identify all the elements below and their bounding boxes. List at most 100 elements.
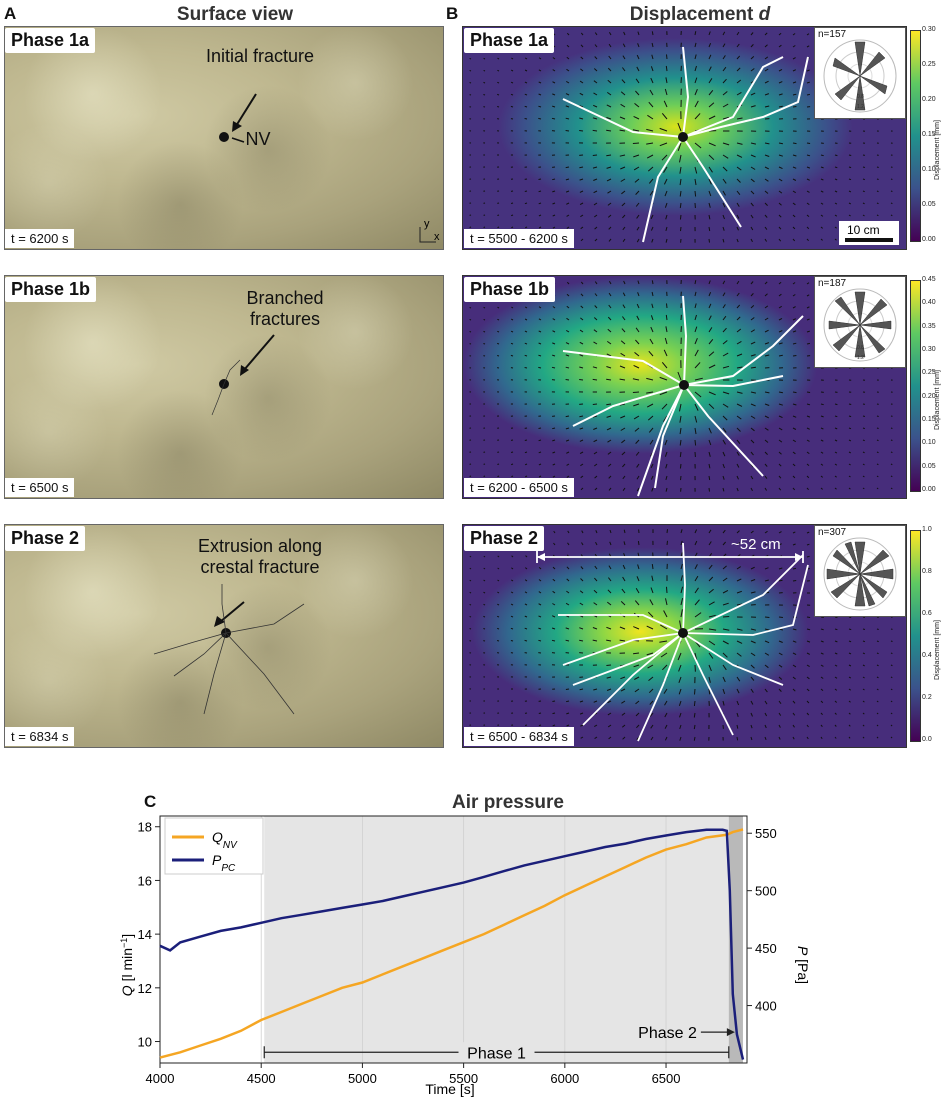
y-axis-label: Q [l min−1] — [119, 934, 135, 996]
colorbar-label: Displacement [mm] — [934, 620, 941, 680]
colorbar-phase1b — [910, 280, 921, 492]
colorbar-phase1a — [910, 30, 921, 242]
y-tick-label: 14 — [138, 927, 152, 942]
colorbar-tick: 0.0 — [922, 736, 932, 743]
phase-label: Phase 2 — [464, 526, 545, 551]
colorbar-tick: 0.15 — [922, 131, 936, 138]
surface-overlay-phase1b — [211, 334, 275, 416]
phase-label: Phase 1b — [5, 277, 97, 302]
colorbar-tick: 0.8 — [922, 568, 932, 575]
colorbar-tick: 0.4 — [922, 652, 932, 659]
phase-label: Phase 2 — [5, 526, 86, 551]
plot-frame — [159, 815, 748, 1064]
colorbar-tick: 0.10 — [922, 439, 936, 447]
legend-p: PPC — [212, 852, 236, 874]
x-tick-label: 6500 — [652, 1071, 681, 1086]
colorbar-tick: 0.45 — [922, 276, 936, 283]
rose-count: n=187 — [818, 278, 847, 289]
colorbar-tick: 0.25 — [922, 61, 936, 68]
rose-count: n=157 — [818, 29, 847, 40]
colorbar-tick: 0.6 — [922, 610, 932, 617]
surface-photo-phase1a — [4, 26, 444, 250]
colorbar-label: Displacement [mm] — [934, 120, 941, 180]
colorbar-tick: 0.20 — [922, 392, 936, 400]
rose-diagram-phase2: n=307 — [814, 525, 906, 617]
colorbar-tick: 1.0 — [922, 526, 932, 533]
surface-overlay-phase2 — [153, 584, 305, 715]
svg-text:0.8: 0.8 — [857, 345, 864, 351]
branched-fractures-annotation: Branched fractures — [246, 288, 324, 329]
series-line-p-pc — [159, 828, 745, 1060]
displacement-time-label: t = 6200 - 6500 s — [464, 478, 574, 497]
y-tick-label: 12 — [138, 981, 152, 996]
rose-diagram-phase1a: n=157 0.8 1.2 — [814, 27, 906, 119]
colorbar-label: Displacement [mm] — [934, 370, 941, 430]
colorbar-tick: 0.05 — [922, 201, 936, 208]
displacement-time-label: t = 6500 - 6834 s — [464, 727, 574, 746]
x-tick-label: 4500 — [247, 1071, 276, 1086]
colorbar-tick: 0.30 — [922, 346, 936, 353]
phase-label: Phase 1a — [464, 28, 555, 53]
shaded-span — [264, 816, 729, 1063]
y2-tick-label: 450 — [755, 941, 777, 956]
axis-y-label: y — [424, 218, 430, 230]
x-tick-label: 4000 — [146, 1071, 175, 1086]
extrusion-annotation: Extrusion along crestal fracture — [197, 536, 323, 577]
y-tick-label: 16 — [138, 873, 152, 888]
x-tick-label: 5000 — [348, 1071, 377, 1086]
air-pressure-chart: Air pressure 4000 4500 5000 5500 6000 6500 10 1… — [119, 792, 811, 1097]
fracture-traces — [562, 46, 809, 243]
colorbar-tick: 0.40 — [922, 299, 936, 307]
y2-tick-label: 500 — [755, 884, 777, 899]
scale-bar-label: 10 cm — [847, 223, 880, 237]
surface-photo-phase2 — [4, 524, 444, 748]
surface-overlay-phase1a: y x — [219, 93, 440, 243]
rose-count: n=307 — [818, 527, 847, 538]
initial-fracture-annotation: Initial fracture — [205, 46, 315, 66]
svg-text:1.2: 1.2 — [857, 355, 864, 361]
colorbar-tick: 0.05 — [922, 462, 936, 470]
x-tick-label: 5500 — [449, 1071, 478, 1086]
colorbar-tick: 0.00 — [922, 236, 936, 243]
displacement-title: Displacement d — [629, 4, 771, 25]
phase-label: Phase 1b — [464, 277, 556, 302]
y-tick-label: 18 — [138, 820, 152, 835]
phase2-label: Phase 2 — [638, 1025, 697, 1042]
y-tick-label: 10 — [138, 1035, 152, 1050]
svg-text:1.2: 1.2 — [857, 104, 864, 110]
surface-time-label: t = 6200 s — [5, 229, 75, 248]
nv-label: NV — [245, 129, 271, 149]
surface-view-title: Surface view — [176, 4, 294, 25]
nv-marker — [219, 132, 229, 142]
chart-title: Air pressure — [452, 792, 564, 813]
phase1-label: Phase 1 — [467, 1045, 526, 1062]
surface-time-label: t = 6834 s — [5, 727, 75, 746]
y2-tick-label: 400 — [755, 999, 777, 1014]
colorbar-tick: 0.00 — [922, 486, 936, 493]
colorbar-tick: 0.25 — [922, 369, 936, 377]
displacement-vectors — [469, 280, 893, 492]
panel-letter-c: C — [144, 792, 157, 811]
svg-text:0.8: 0.8 — [857, 94, 864, 100]
displacement-vectors — [469, 31, 893, 243]
colorbar-phase2 — [910, 530, 921, 742]
panel-letter-b: B — [446, 4, 459, 23]
legend-q: QNV — [212, 829, 238, 851]
colorbar-tick: 0.2 — [922, 694, 932, 701]
series-line-q-nv — [159, 828, 744, 1059]
colorbar-tick: 0.30 — [922, 26, 936, 33]
legend: QNV PPC — [164, 817, 264, 875]
displacement-time-label: t = 5500 - 6200 s — [464, 229, 574, 248]
colorbar-tick: 0.35 — [922, 322, 936, 330]
colorbar-tick: 0.15 — [922, 416, 936, 423]
rose-diagram-phase1b: n=187 0.8 1.2 — [814, 276, 906, 368]
y2-axis-label: P [Pa] — [795, 946, 811, 984]
colorbar-tick: 0.10 — [922, 166, 936, 173]
panel-letter-a: A — [4, 4, 17, 23]
phase-label: Phase 1a — [5, 28, 96, 53]
colorbar-tick: 0.20 — [922, 96, 936, 103]
surface-time-label: t = 6500 s — [5, 478, 75, 497]
y2-tick-label: 550 — [755, 826, 777, 841]
x-tick-label: 6000 — [550, 1071, 579, 1086]
axis-x-label: x — [434, 231, 440, 243]
